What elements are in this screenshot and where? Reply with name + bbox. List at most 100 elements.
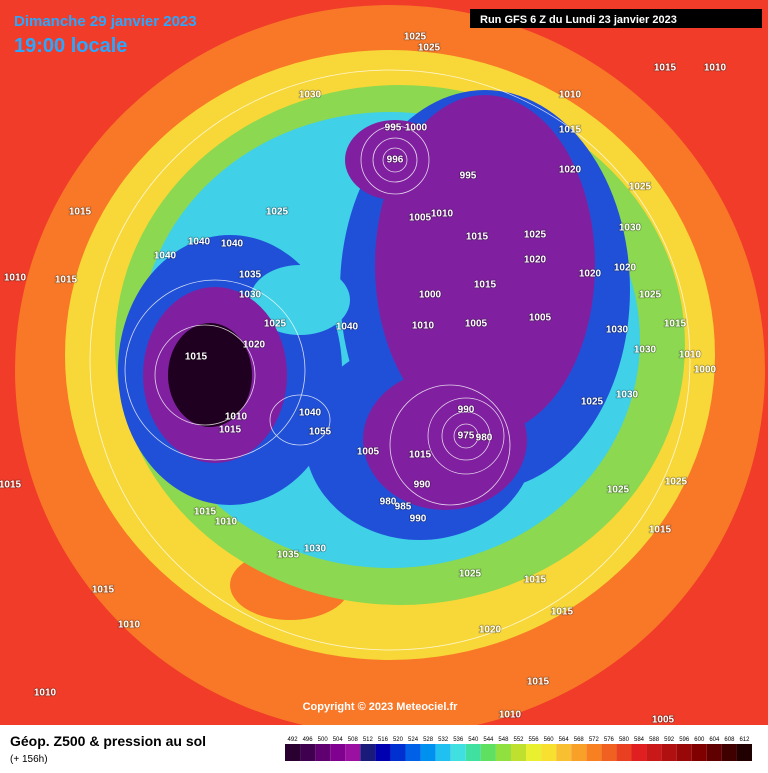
isobar-label: 1030 <box>304 544 327 555</box>
isobar-label: 1020 <box>243 340 266 351</box>
scale-label: 604 <box>709 737 720 743</box>
scale-swatch <box>330 744 346 761</box>
run: Run GFS 6 Z du Lundi 23 janvier 2023 <box>480 14 677 26</box>
isobar-label: 1015 <box>524 575 547 586</box>
scale-label: 564 <box>559 737 570 743</box>
isobar-label: 1010 <box>34 688 57 699</box>
scale-swatch <box>601 744 617 761</box>
isobar-label: 1040 <box>188 237 211 248</box>
isobar-label: 1015 <box>194 507 217 518</box>
isobar-label: 1005 <box>652 715 675 726</box>
isobar-label: 996 <box>387 155 404 166</box>
scale-label: 492 <box>288 737 299 743</box>
scale-label: 512 <box>363 737 374 743</box>
isobar-label: 990 <box>414 480 431 491</box>
scale-label: 568 <box>574 737 585 743</box>
isobar-label: 1030 <box>606 325 629 336</box>
isobar-label: 1030 <box>619 223 642 234</box>
isobar-label: 1010 <box>412 321 435 332</box>
area <box>250 265 350 335</box>
isobar-label: 1030 <box>616 390 639 401</box>
area <box>168 323 252 427</box>
scale-swatch <box>345 744 361 761</box>
isobar-label: 1015 <box>185 352 208 363</box>
run-box <box>470 9 762 28</box>
isobar-label: 1010 <box>679 350 702 361</box>
isobar-label: 1010 <box>225 412 248 423</box>
area <box>363 370 527 510</box>
isobar-label: 1015 <box>551 607 574 618</box>
isobar-label: 1040 <box>154 251 177 262</box>
scale-swatch <box>375 744 391 761</box>
scale-label: 548 <box>498 737 509 743</box>
scale-label: 516 <box>378 737 389 743</box>
scale-swatch <box>285 744 301 761</box>
isobar-label: 1040 <box>299 408 322 419</box>
isobar-label: 1015 <box>559 125 582 136</box>
scale-swatch <box>480 744 496 761</box>
isobar-label: 1010 <box>704 63 727 74</box>
scale-swatch <box>526 744 542 761</box>
isobar-label: 1005 <box>465 319 488 330</box>
isobar-label: 1005 <box>409 213 432 224</box>
isobars <box>89 69 691 651</box>
isobar-label: 1015 <box>474 280 497 291</box>
scale-swatch <box>556 744 572 761</box>
isobar-label: 1040 <box>221 239 244 250</box>
isobar-label: 1010 <box>215 517 238 528</box>
isobar-label: 1015 <box>0 480 22 491</box>
scale-label: 592 <box>664 737 675 743</box>
isobar-label: 1020 <box>579 269 602 280</box>
scale-swatch <box>300 744 316 761</box>
isobar-label: 1015 <box>466 232 489 243</box>
isobar-label: 1035 <box>239 270 262 281</box>
isobar-label: 1025 <box>404 32 427 43</box>
scale-label: 576 <box>604 737 615 743</box>
footer-title: Géop. Z500 & pression au sol <box>10 733 206 749</box>
isobar-label: 980 <box>476 433 493 444</box>
isobar-label: 1010 <box>118 620 141 631</box>
isobar-label: 975 <box>458 431 475 442</box>
scale-label: 544 <box>483 737 494 743</box>
isobar-label: 1025 <box>665 477 688 488</box>
scale-label: 608 <box>724 737 735 743</box>
scale-swatch <box>315 744 331 761</box>
scale-swatch <box>721 744 737 761</box>
color-scale: 492 496 500 504 508 512 516 520 524 528 532 536 540 5… <box>285 737 752 761</box>
isobar-label: 1055 <box>309 427 332 438</box>
scale-swatch <box>360 744 376 761</box>
isobar-label: 1010 <box>4 273 27 284</box>
isobar-label: 1005 <box>357 447 380 458</box>
isobar-label: 995 <box>460 171 477 182</box>
scale-swatch <box>631 744 647 761</box>
scale-label: 580 <box>619 737 630 743</box>
isobar-label: 1030 <box>299 90 322 101</box>
scale-swatch <box>450 744 466 761</box>
isobar-label: 985 <box>395 502 412 513</box>
scale-swatch <box>435 744 451 761</box>
isobar-label: 1025 <box>459 569 482 580</box>
isobar-label: 1035 <box>277 550 300 561</box>
isobar-label: 1025 <box>266 207 289 218</box>
isobar-label: 1010 <box>559 90 582 101</box>
scale-label: 612 <box>739 737 750 743</box>
isobar-label: 1020 <box>559 165 582 176</box>
isobar-label: 1005 <box>529 313 552 324</box>
scale-label: 552 <box>513 737 524 743</box>
scale-label: 508 <box>348 737 359 743</box>
isobar-label: 1000 <box>694 365 717 376</box>
isobar-label: 1015 <box>69 207 92 218</box>
scale-swatch <box>661 744 677 761</box>
scale-swatch <box>541 744 557 761</box>
isobar-label: 990 <box>410 514 427 525</box>
scale-swatch <box>420 744 436 761</box>
isobar-label: 990 <box>458 405 475 416</box>
scale-swatch <box>405 744 421 761</box>
isobar-label: 980 <box>380 497 397 508</box>
isobar-label: 1015 <box>409 450 432 461</box>
isobar-label: 1025 <box>264 319 287 330</box>
